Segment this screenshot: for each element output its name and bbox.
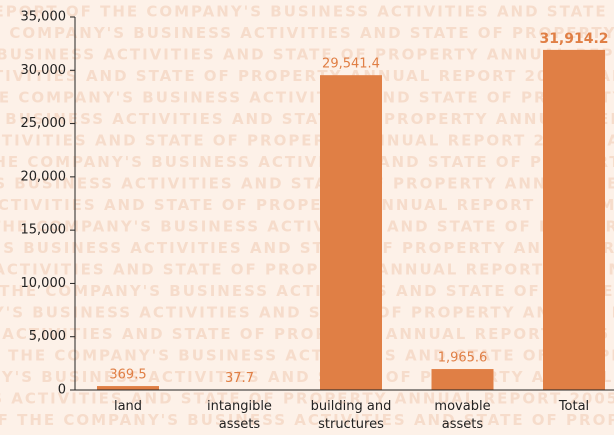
watermark-text: REPORT OF THE COMPANY'S BUSINESS ACTIVIT… [0, 261, 614, 279]
y-tick-label: 30,000 [21, 63, 67, 78]
watermark-text: REPORT OF THE COMPANY'S BUSINESS ACTIVIT… [0, 282, 614, 300]
y-tick-label: 15,000 [21, 223, 67, 238]
watermark-text: REPORT OF THE COMPANY'S BUSINESS ACTIVIT… [0, 325, 614, 343]
y-tick-label: 25,000 [21, 116, 67, 131]
x-tick-label: Total [558, 399, 589, 414]
watermark-text: REPORT OF THE COMPANY'S BUSINESS ACTIVIT… [0, 347, 614, 365]
y-tick-label: 0 [58, 383, 66, 398]
watermark: REPORT OF THE COMPANY'S BUSINESS ACTIVIT… [0, 3, 614, 430]
x-tick-line: structures [318, 417, 384, 432]
watermark-text: REPORT OF THE COMPANY'S BUSINESS ACTIVIT… [0, 304, 614, 322]
data-label: 31,914.2 [539, 31, 608, 47]
watermark-text: REPORT OF THE COMPANY'S BUSINESS ACTIVIT… [0, 239, 614, 257]
watermark-text: REPORT OF THE COMPANY'S BUSINESS ACTIVIT… [0, 175, 614, 193]
watermark-text: REPORT OF THE COMPANY'S BUSINESS ACTIVIT… [0, 67, 614, 85]
watermark-text: REPORT OF THE COMPANY'S BUSINESS ACTIVIT… [0, 24, 614, 42]
watermark-text: REPORT OF THE COMPANY'S BUSINESS ACTIVIT… [0, 132, 614, 150]
watermark-text: REPORT OF THE COMPANY'S BUSINESS ACTIVIT… [0, 46, 614, 64]
data-label: 1,965.6 [438, 351, 488, 366]
bar [431, 369, 494, 390]
watermark-text: REPORT OF THE COMPANY'S BUSINESS ACTIVIT… [0, 411, 614, 429]
y-tick-label: 10,000 [21, 276, 67, 291]
x-tick-label: movable assets [434, 399, 490, 432]
data-label: 29,541.4 [322, 57, 380, 72]
data-label: 369.5 [109, 368, 146, 383]
y-tick-label: 35,000 [21, 10, 67, 25]
x-tick-line: Total [558, 399, 589, 414]
x-tick-label: intangible assets [207, 399, 272, 432]
data-label: 37.7 [225, 371, 254, 386]
watermark-text: REPORT OF THE COMPANY'S BUSINESS ACTIVIT… [0, 89, 614, 107]
bar [543, 49, 605, 391]
x-tick-line: movable [434, 399, 490, 414]
watermark-text: REPORT OF THE COMPANY'S BUSINESS ACTIVIT… [0, 368, 614, 386]
x-tick-line: intangible [207, 399, 272, 414]
watermark-text: REPORT OF THE COMPANY'S BUSINESS ACTIVIT… [0, 110, 614, 128]
x-tick-line: building and [311, 399, 392, 414]
x-tick-line: assets [219, 417, 261, 432]
watermark-text: REPORT OF THE COMPANY'S BUSINESS ACTIVIT… [0, 218, 614, 236]
x-tick-label: building and structures [311, 399, 392, 432]
x-tick-line: land [114, 399, 142, 414]
bar [97, 386, 159, 390]
watermark-text: REPORT OF THE COMPANY'S BUSINESS ACTIVIT… [0, 153, 614, 171]
y-tick-label: 5,000 [29, 329, 66, 344]
watermark-text: REPORT OF THE COMPANY'S BUSINESS ACTIVIT… [0, 196, 614, 214]
x-tick-label: land [114, 399, 142, 414]
x-tick-line: assets [442, 417, 484, 432]
bar [320, 75, 382, 390]
y-tick-label: 20,000 [21, 169, 67, 184]
watermark-text: REPORT OF THE COMPANY'S BUSINESS ACTIVIT… [0, 390, 614, 408]
watermark-text: REPORT OF THE COMPANY'S BUSINESS ACTIVIT… [0, 3, 614, 21]
